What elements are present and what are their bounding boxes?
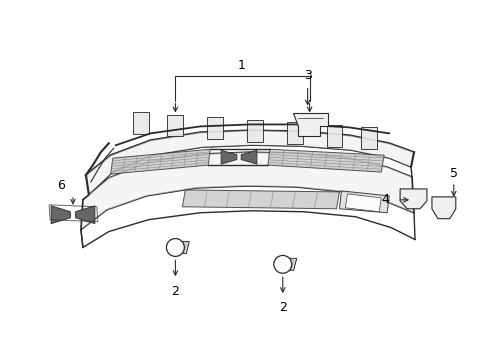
Text: 6: 6 bbox=[57, 179, 65, 193]
Polygon shape bbox=[51, 206, 70, 224]
Text: 4: 4 bbox=[381, 193, 388, 206]
Polygon shape bbox=[292, 113, 327, 136]
Polygon shape bbox=[111, 149, 210, 174]
Polygon shape bbox=[361, 127, 376, 149]
Text: 2: 2 bbox=[278, 301, 286, 314]
Text: 3: 3 bbox=[303, 69, 311, 82]
Text: 2: 2 bbox=[171, 285, 179, 298]
Polygon shape bbox=[345, 194, 381, 212]
Polygon shape bbox=[221, 150, 236, 164]
Polygon shape bbox=[167, 114, 183, 136]
Polygon shape bbox=[176, 242, 189, 253]
Polygon shape bbox=[326, 125, 342, 147]
Polygon shape bbox=[182, 190, 339, 209]
Polygon shape bbox=[283, 258, 296, 270]
Polygon shape bbox=[267, 149, 384, 172]
Polygon shape bbox=[339, 191, 388, 213]
Polygon shape bbox=[431, 197, 455, 219]
Polygon shape bbox=[207, 117, 223, 139]
Circle shape bbox=[166, 239, 184, 256]
Polygon shape bbox=[286, 122, 302, 144]
Polygon shape bbox=[81, 152, 413, 230]
Polygon shape bbox=[241, 150, 256, 164]
Polygon shape bbox=[399, 189, 426, 209]
Text: 1: 1 bbox=[238, 59, 245, 72]
Circle shape bbox=[273, 255, 291, 273]
Polygon shape bbox=[246, 120, 263, 141]
Polygon shape bbox=[132, 112, 148, 134]
Polygon shape bbox=[76, 206, 95, 224]
Polygon shape bbox=[86, 130, 413, 195]
Text: 5: 5 bbox=[449, 167, 457, 180]
